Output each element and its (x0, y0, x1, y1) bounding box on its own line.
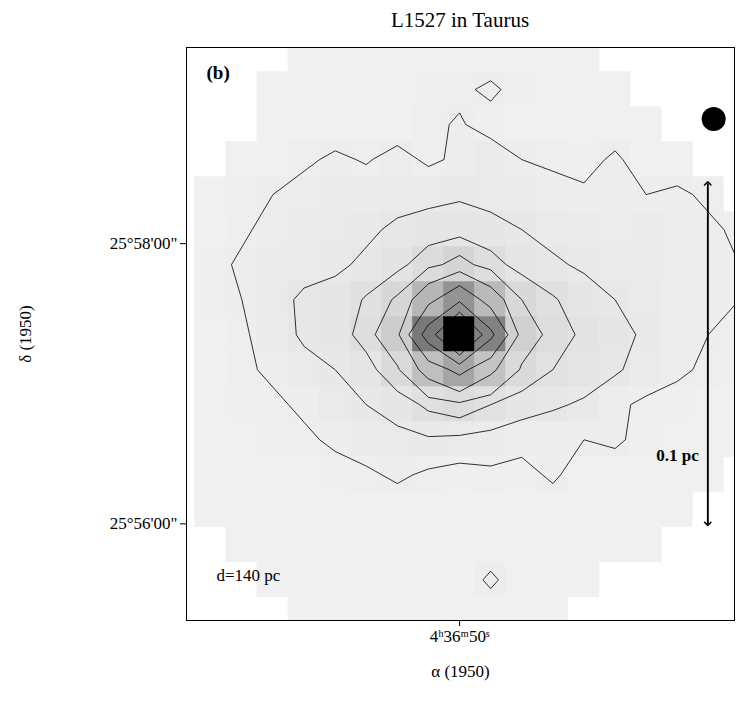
svg-text:(b): (b) (207, 62, 230, 84)
svg-text:0.1 pc: 0.1 pc (656, 446, 699, 465)
svg-text:25°56'00": 25°56'00" (110, 514, 178, 533)
svg-text:25°58'00": 25°58'00" (110, 234, 178, 253)
svg-text:d=140 pc: d=140 pc (217, 566, 281, 585)
html-text:L1527 in Taurus: L1527 in Taurus (390, 8, 530, 32)
svg-text:4ʰ36ᵐ50ˢ: 4ʰ36ᵐ50ˢ (430, 627, 490, 646)
svg-text:α (1950): α (1950) (431, 662, 489, 681)
svg-text:δ (1950): δ (1950) (16, 305, 35, 363)
